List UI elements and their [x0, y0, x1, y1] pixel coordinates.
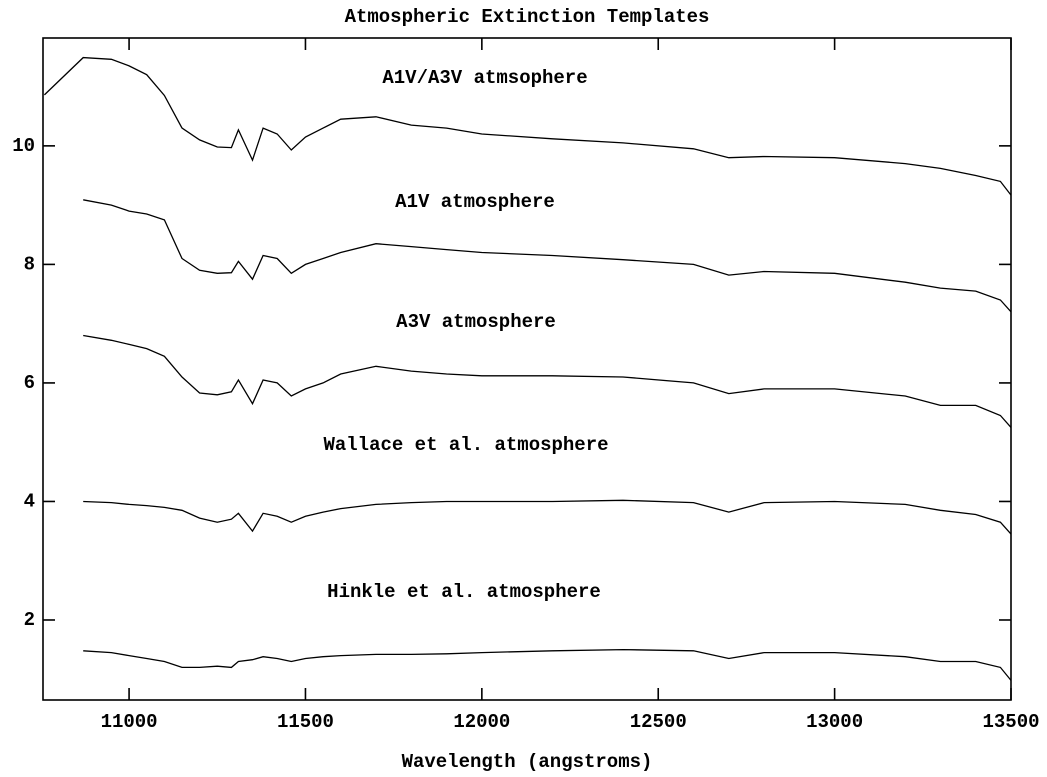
series-label: A1V/A3V atmsophere — [382, 67, 587, 89]
series-label: Hinkle et al. atmosphere — [327, 581, 601, 603]
x-tick-label: 13500 — [982, 711, 1039, 733]
x-tick-label: 13000 — [806, 711, 863, 733]
x-tick-label: 11000 — [101, 711, 158, 733]
x-tick-label: 11500 — [277, 711, 334, 733]
x-tick-label: 12000 — [453, 711, 510, 733]
series-label: A3V atmosphere — [396, 311, 556, 333]
x-tick-label: 12500 — [630, 711, 687, 733]
series-line — [83, 648, 1012, 681]
y-tick-label: 2 — [24, 609, 35, 631]
y-tick-label: 4 — [24, 490, 35, 512]
chart-title: Atmospheric Extinction Templates — [345, 6, 710, 28]
x-axis-label: Wavelength (angstroms) — [402, 751, 653, 773]
y-tick-label: 6 — [24, 372, 35, 394]
series-line — [83, 199, 1012, 313]
series-line — [83, 334, 1012, 428]
plot-frame — [42, 37, 1012, 701]
series-label: Wallace et al. atmosphere — [323, 434, 608, 456]
series-line — [43, 56, 1012, 196]
y-tick-label: 8 — [24, 253, 35, 275]
y-tick-label: 10 — [12, 135, 35, 157]
series-label: A1V atmosphere — [395, 191, 555, 213]
series-line — [83, 499, 1012, 535]
